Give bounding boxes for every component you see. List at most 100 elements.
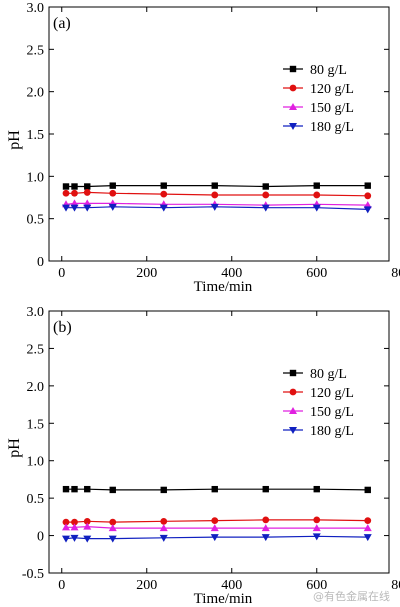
legend-marker: [289, 65, 297, 73]
x-tick-label: 800: [391, 266, 400, 281]
data-point: [313, 191, 321, 199]
y-tick-label: 2.0: [27, 86, 45, 101]
data-point: [210, 524, 219, 532]
data-point: [210, 534, 219, 542]
data-point: [159, 534, 168, 542]
series: [62, 203, 372, 214]
legend-label: 80 g/L: [310, 63, 347, 78]
legend-label: 180 g/L: [310, 424, 354, 439]
y-tick-label: 0.5: [27, 213, 45, 228]
y-tick-label: 0.5: [27, 492, 45, 507]
data-point: [363, 534, 372, 542]
data-point: [83, 204, 92, 212]
data-point: [363, 524, 372, 532]
data-point: [160, 486, 167, 494]
data-point: [108, 203, 117, 211]
data-point: [364, 182, 371, 189]
data-point: [70, 523, 79, 531]
x-axis-title: Time/min: [194, 591, 253, 607]
data-point: [83, 189, 91, 196]
data-point: [109, 182, 116, 189]
y-tick-label: 0: [37, 255, 44, 270]
data-point: [108, 535, 117, 543]
panel-b: -0.5 0 0.5 1.0 1.5 2.0 2.5 3.0 0 200 400 600 800 Time…: [6, 305, 400, 607]
data-point: [159, 524, 168, 532]
data-point: [364, 192, 372, 200]
legend-marker: [289, 427, 297, 434]
series: [62, 189, 372, 200]
panel-label: (a): [53, 15, 71, 32]
data-point: [313, 485, 320, 493]
data-point: [210, 203, 219, 211]
y-tick-label: -0.5: [22, 567, 44, 582]
data-point: [109, 486, 116, 494]
data-point: [71, 485, 78, 493]
data-point: [109, 518, 117, 526]
y-tick-label: 3.0: [27, 305, 45, 320]
x-tick-label: 0: [58, 266, 65, 281]
data-point: [262, 485, 269, 493]
legend-marker: [289, 84, 297, 92]
y-axis-title: pH: [6, 130, 23, 150]
x-tick-label: 400: [221, 266, 242, 281]
x-tick-label: 800: [391, 578, 400, 593]
y-tick-label: 2.0: [27, 380, 45, 395]
legend-label: 150 g/L: [310, 405, 354, 420]
data-point: [62, 189, 70, 197]
legend-label: 180 g/L: [310, 120, 354, 135]
legend: 80 g/L 120 g/L 150 g/L 180 g/L: [283, 63, 354, 135]
y-tick-label: 2.5: [27, 43, 45, 58]
panel-a: 0 0.5 1.0 1.5 2.0 2.5 3.0 0 200 400 600 800 Time/min…: [6, 1, 400, 295]
plot-frame: [48, 310, 390, 574]
legend-marker: [289, 407, 297, 414]
data-point: [62, 535, 70, 543]
data-point: [313, 182, 320, 189]
data-point: [84, 183, 91, 190]
data-point: [159, 204, 168, 212]
data-point: [62, 523, 70, 531]
data-point: [160, 517, 168, 525]
data-point: [71, 518, 78, 526]
data-point: [262, 183, 269, 190]
data-point: [108, 524, 117, 532]
data-point: [313, 516, 321, 524]
data-point: [62, 204, 70, 212]
data-point: [70, 534, 79, 542]
data-point: [83, 517, 91, 525]
y-tick-label: 0: [37, 530, 44, 545]
data-point: [363, 206, 372, 214]
series: [62, 182, 371, 190]
data-point: [364, 517, 372, 524]
legend-label: 120 g/L: [310, 82, 354, 97]
legend: 80 g/L 120 g/L 150 g/L 180 g/L: [283, 367, 354, 439]
data-point: [62, 518, 70, 526]
y-tick-label: 3.0: [27, 1, 45, 16]
data-point: [62, 485, 70, 493]
data-point: [84, 485, 91, 493]
data-point: [312, 204, 321, 212]
data-point: [262, 191, 270, 199]
data-point: [70, 204, 79, 212]
y-axis-title: pH: [6, 438, 23, 458]
series: [62, 485, 371, 494]
series: [62, 516, 372, 526]
data-point: [211, 182, 218, 189]
legend-label: 150 g/L: [310, 101, 354, 116]
legend-marker: [289, 123, 297, 130]
x-tick-label: 600: [306, 266, 327, 281]
data-point: [83, 522, 92, 530]
data-point: [312, 524, 321, 532]
data-point: [160, 182, 167, 189]
data-point: [312, 533, 321, 541]
legend-marker: [289, 369, 297, 377]
data-point: [261, 534, 270, 542]
x-tick-label: 200: [136, 266, 157, 281]
data-point: [160, 190, 168, 198]
x-tick-label: 0: [58, 578, 65, 593]
y-tick-label: 1.0: [27, 170, 45, 185]
data-point: [211, 191, 219, 199]
legend-label: 120 g/L: [310, 386, 354, 401]
legend-label: 80 g/L: [310, 367, 347, 382]
y-tick-label: 1.5: [27, 417, 45, 432]
